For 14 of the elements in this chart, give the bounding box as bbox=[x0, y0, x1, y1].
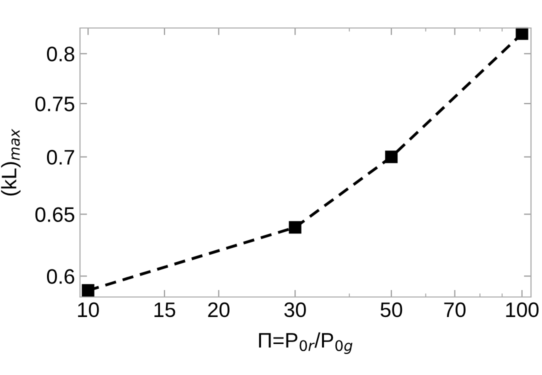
x-tick-label: 20 bbox=[208, 302, 230, 318]
y-tick-label: 0.75 bbox=[35, 96, 74, 112]
x-tick-label: 15 bbox=[154, 302, 176, 318]
y-tick-label: 0.8 bbox=[46, 46, 74, 62]
x-tick-label: 30 bbox=[284, 302, 306, 318]
y-axis-title: (kL)$_{max}$ bbox=[1, 128, 21, 196]
y-tick-label: 0.6 bbox=[46, 269, 74, 284]
x-tick-label: 10 bbox=[78, 302, 99, 318]
x-tick-label: 70 bbox=[444, 302, 466, 318]
x-axis-title: Π=P$_{0r}$/P$_{0g}$ bbox=[259, 332, 352, 354]
x-tick-label: 50 bbox=[380, 302, 402, 318]
y-tick-label: 0.65 bbox=[35, 207, 74, 222]
y-tick-label: 0.7 bbox=[46, 150, 74, 165]
x-tick-label: 100 bbox=[506, 302, 539, 318]
